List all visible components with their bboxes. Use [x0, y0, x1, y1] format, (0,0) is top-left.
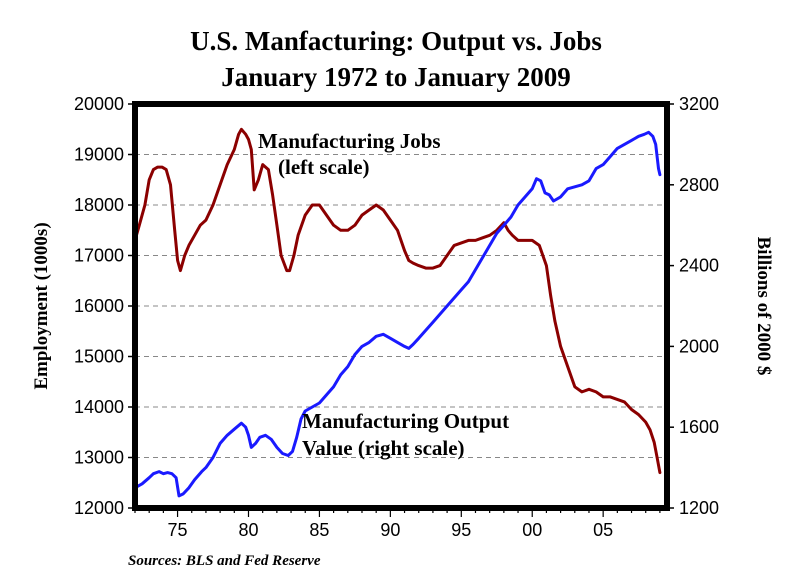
- jobs-annotation-line-1: Manufacturing Jobs: [258, 129, 441, 153]
- y-right-axis-label: Billions of 2000 $: [753, 237, 774, 376]
- y-left-tick-label: 17000: [74, 246, 124, 266]
- x-tick-label: 95: [451, 520, 471, 540]
- jobs-annotation: Manufacturing Jobs (left scale): [258, 129, 441, 179]
- y-right-tick-label: 3200: [679, 94, 719, 114]
- x-tick-label: 90: [380, 520, 400, 540]
- y-left-tick-label: 13000: [74, 448, 124, 468]
- output-annotation-line-1: Manufacturing Output: [302, 409, 509, 433]
- y-left-axis-label: Employment (1000s): [31, 222, 52, 389]
- y-left-tick-label: 18000: [74, 195, 124, 215]
- chart-title-line-1: U.S. Manfacturing: Output vs. Jobs: [190, 26, 602, 56]
- source-note: Sources: BLS and Fed Reserve: [128, 553, 321, 569]
- y-left-tick-label: 19000: [74, 145, 124, 165]
- right-axis: 1200 1600 2000 2400 2800 3200: [667, 94, 719, 518]
- x-tick-label: 75: [168, 520, 188, 540]
- y-left-tick-label: 14000: [74, 397, 124, 417]
- y-left-tick-label: 15000: [74, 347, 124, 367]
- y-left-tick-label: 12000: [74, 498, 124, 518]
- jobs-series-line: [133, 127, 662, 475]
- output-annotation-line-2: Value (right scale): [302, 436, 465, 460]
- x-tick-label: 05: [593, 520, 613, 540]
- output-annotation: Manufacturing Output Value (right scale): [302, 409, 509, 460]
- y-right-tick-label: 2000: [679, 336, 719, 356]
- x-axis: 75 80 85 90 95 00 05: [134, 508, 661, 540]
- y-left-tick-label: 20000: [74, 94, 124, 114]
- series-layer: [133, 127, 662, 498]
- output-series-line: [133, 130, 662, 498]
- left-axis: 12000 13000 14000 15000 16000 17000 18000 19000…: [74, 94, 135, 518]
- jobs-annotation-line-2: (left scale): [278, 155, 370, 179]
- x-tick-label: 80: [238, 520, 258, 540]
- gridlines: [135, 154, 667, 458]
- y-right-tick-label: 1600: [679, 417, 719, 437]
- y-right-tick-label: 2800: [679, 175, 719, 195]
- y-left-tick-label: 16000: [74, 296, 124, 316]
- y-right-tick-label: 2400: [679, 256, 719, 276]
- y-right-tick-label: 1200: [679, 498, 719, 518]
- x-tick-label: 00: [522, 520, 542, 540]
- chart-title-line-2: January 1972 to January 2009: [221, 62, 571, 92]
- x-tick-label: 85: [309, 520, 329, 540]
